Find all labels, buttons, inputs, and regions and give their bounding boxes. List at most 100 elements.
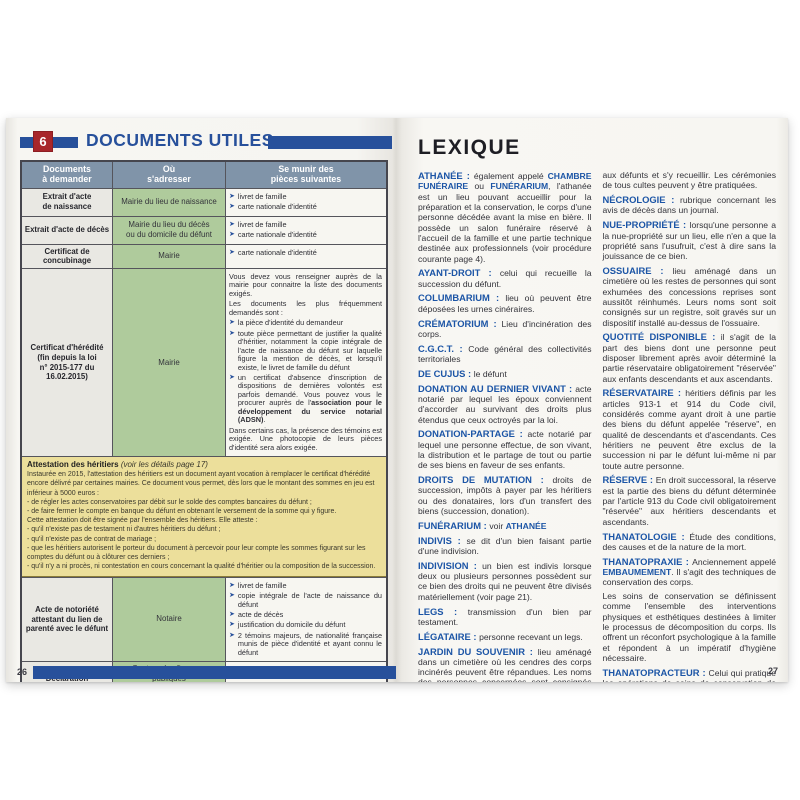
text: , l'athanée est un lieu pouvant accueill… — [418, 181, 592, 264]
lexique-term: C.G.C.T. : — [418, 342, 469, 354]
attestation-header: Attestation des héritiers (voir les déta… — [27, 460, 380, 469]
arrow-bullet-icon: ➤ — [229, 231, 235, 239]
text: carte nationale d'identité — [237, 202, 317, 212]
lexique-title: LEXIQUE — [418, 136, 521, 159]
bullet-text: justification du domicile du défunt — [238, 621, 346, 629]
document-name-cell: Acte de notoriété attestant du lien de p… — [22, 577, 112, 662]
text: justification du domicile du défunt — [237, 620, 346, 630]
section-number-badge: 6 — [33, 131, 53, 152]
arrow-bullet-icon: ➤ — [229, 373, 235, 381]
bullet-text: toute pièce permettant de justifier la q… — [238, 329, 382, 372]
page-number-left: 26 — [17, 667, 28, 677]
bullet-item: ➤ livret de famille — [229, 191, 382, 201]
table-rows-top: Extrait d'acte de naissance Mairie du lie… — [22, 187, 386, 457]
lexique-term: THANATOPRAXIE : — [602, 555, 693, 567]
where-to-ask-cell: Mairie — [112, 268, 225, 457]
bullet-text: livret de famille — [237, 191, 287, 201]
bullet-item: ➤ copie intégrale de l'acte de naissance … — [229, 591, 382, 609]
bullet-text: carte nationale d'identité — [238, 248, 317, 257]
text: lieu aménagé dans un cimetière où les ce… — [418, 646, 592, 683]
lexique-entry: OSSUAIRE : lieu aménagé dans un cimetièr… — [603, 265, 777, 328]
text: acte notarié par lequel les époux convie… — [418, 383, 592, 425]
bullet-item: ➤ la pièce d'identité du demandeur — [229, 319, 382, 327]
text: Les soins de conservation se définissent… — [602, 591, 777, 663]
text: carte nationale d'identité — [237, 230, 317, 240]
text: acte notarié par lequel une personne eff… — [418, 429, 592, 471]
lexique-term: DONATION-PARTAGE : — [418, 428, 528, 440]
attestation-lines: Instaurée en 2015, l'attestation des hér… — [27, 470, 380, 572]
attestation-title: Attestation des héritiers — [27, 460, 119, 470]
bullet-item: ➤ toute pièce permettant de justifier la … — [229, 329, 382, 372]
lexique-term: RÉSERVE : — [602, 474, 656, 486]
text: acte de décès — [237, 609, 284, 619]
attestation-box: Attestation des héritiers (voir les déta… — [22, 456, 386, 577]
lexique-entry: JARDIN DU SOUVENIR : lieu aménagé dans u… — [418, 646, 592, 683]
table-header-cell: Où s'adresser — [112, 162, 225, 188]
bullet-item: ➤ carte nationale d'identité — [229, 202, 382, 212]
right-page: LEXIQUE ATHANÉE : également appelé CHAMB… — [396, 118, 788, 682]
text: En droit successoral, la réserve est la … — [602, 475, 777, 527]
lexique-column-1: ATHANÉE : également appelé CHAMBRE FUNÉR… — [418, 170, 592, 682]
bold-text: FUNÉRARIUM — [490, 181, 549, 192]
arrow-bullet-icon: ➤ — [229, 581, 235, 589]
required-pieces-cell: ➤ carte nationale d'identité — [225, 244, 386, 268]
text: lieu où peuvent être déposées les urnes … — [418, 293, 592, 314]
lexique-term: DE CUJUS : — [418, 367, 474, 379]
lexique-term: RÉSERVATAIRE : — [602, 387, 686, 399]
bullet-item: ➤ justification du domicile du défunt — [229, 621, 382, 629]
lexique-term: INDIVISION : — [418, 559, 483, 571]
bullet-text: livret de famille — [238, 220, 287, 229]
text: 2 témoins majeurs, de nationalité frança… — [237, 630, 382, 657]
lexique-entry: FUNÉRARIUM : voir ATHANÉE — [418, 520, 592, 531]
bold-text: CHAMBRE FUNÉRAIRE — [418, 171, 592, 192]
lexique-entry: INDIVISION : un bien est indivis lorsque… — [418, 560, 592, 602]
lexique-entry: THANATOPRACTEUR : Celui qui pratique les… — [603, 667, 777, 682]
lexique-entry: COLUMBARIUM : lieu où peuvent être dépos… — [418, 292, 592, 314]
lexique-entry: INDIVIS : se dit d'un bien faisant parti… — [418, 535, 592, 557]
text: un bien est indivis lorsque deux ou plus… — [418, 560, 592, 602]
arrow-bullet-icon: ➤ — [229, 220, 235, 228]
text: la pièce d'identité du demandeur — [237, 318, 344, 328]
arrow-bullet-icon: ➤ — [229, 192, 235, 200]
left-page: 6 DOCUMENTS UTILES Documents à demander O… — [6, 118, 396, 682]
lexique-entry: RÉSERVE : En droit successoral, la réser… — [603, 474, 777, 527]
text: copie intégrale de l'acte de naissance d… — [237, 591, 382, 609]
arrow-bullet-icon: ➤ — [229, 631, 235, 639]
text: voir — [489, 520, 506, 531]
table-header-row: Documents à demander Où s'adresser Se muni… — [22, 162, 386, 188]
open-booklet: 6 DOCUMENTS UTILES Documents à demander O… — [6, 118, 788, 682]
lexique-term: THANATOLOGIE : — [602, 530, 690, 542]
required-pieces-cell: ➤ livret de famille ➤ copie intégrale de l'… — [225, 577, 386, 662]
text: rubrique concernant les avis de décès da… — [602, 195, 777, 216]
header-bar — [268, 136, 392, 149]
lexique-entry: C.G.C.T. : Code général des collectivité… — [418, 343, 592, 365]
where-to-ask-cell: Notaire — [112, 577, 225, 662]
arrow-bullet-icon: ➤ — [229, 592, 235, 600]
lexique-entry: LÉGATAIRE : personne recevant un legs. — [418, 631, 592, 642]
lexique-entry: DONATION AU DERNIER VIVANT : acte notari… — [418, 383, 592, 425]
document-name-cell: Certificat d'hérédité (fin depuis la loi… — [22, 268, 112, 457]
bullet-item: ➤ carte nationale d'identité — [229, 248, 382, 257]
text: héritiers définis par les articles 913-1… — [602, 388, 777, 471]
table-header: Documents à demander Où s'adresser Se muni… — [22, 162, 386, 188]
attestation-line: - qu'il n'y a ni procès, ni contestation… — [27, 563, 376, 571]
section-header: 6 DOCUMENTS UTILES — [20, 130, 396, 154]
bullet-text: carte nationale d'identité — [237, 202, 317, 212]
where-to-ask-cell: Mairie du lieu du décès ou du domicile d… — [112, 216, 225, 244]
lexique-entry: NUE-PROPRIÉTÉ : lorsqu'une personne a la… — [603, 219, 777, 261]
text: livret de famille — [237, 191, 287, 201]
lexique-continuation: Les soins de conservation se définissent… — [603, 591, 777, 663]
text: personne recevant un legs. — [479, 631, 583, 642]
attestation-note: (voir les détails page 17) — [120, 460, 208, 470]
documents-table: Documents à demander Où s'adresser Se muni… — [20, 160, 388, 682]
lexique-term: THANATOPRACTEUR : — [602, 666, 709, 678]
text: celui qui recueille la succession du déf… — [418, 268, 592, 289]
lexique-term: FUNÉRARIUM : — [418, 519, 490, 531]
attestation-line: Cette attestation doit être signée par l… — [27, 517, 258, 525]
lexique-entry: RÉSERVATAIRE : héritiers définis par les… — [603, 387, 777, 471]
text: il s'agit de la part des biens dont une … — [602, 332, 777, 384]
lexique-entry: THANATOLOGIE : Étude des conditions, des… — [603, 531, 777, 553]
required-pieces-cell: ➤ livret de famille ➤ carte nationale d'ide… — [225, 188, 386, 216]
text: Anciennement appelé — [692, 556, 776, 567]
lexique-term: INDIVIS : — [418, 534, 467, 546]
